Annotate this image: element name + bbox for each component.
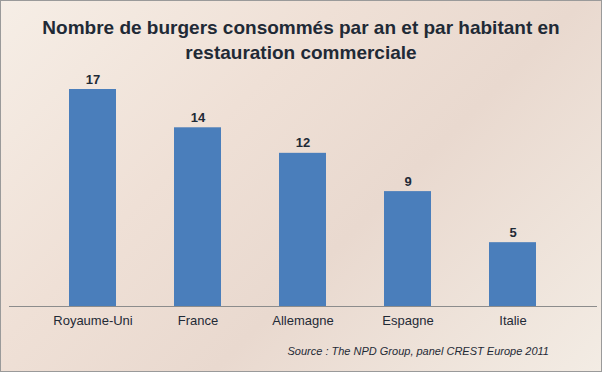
svg-text:9: 9 [404,174,411,189]
svg-text:14: 14 [191,110,206,125]
svg-text:12: 12 [296,135,310,150]
html-text:Source : The NPD Group, panel: Source : The NPD Group, panel CREST Euro… [287,345,549,357]
svg-text:17: 17 [86,72,100,87]
html-text:Nombre de burgers consommés pa: Nombre de burgers consommés par an et pa… [42,17,560,63]
svg-text:France: France [178,313,218,328]
svg-text:Allemagne: Allemagne [272,313,333,328]
svg-text:Espagne: Espagne [382,313,433,328]
svg-text:Italie: Italie [499,313,526,328]
svg-text:5: 5 [509,225,516,240]
svg-text:Royaume-Uni: Royaume-Uni [53,313,133,328]
